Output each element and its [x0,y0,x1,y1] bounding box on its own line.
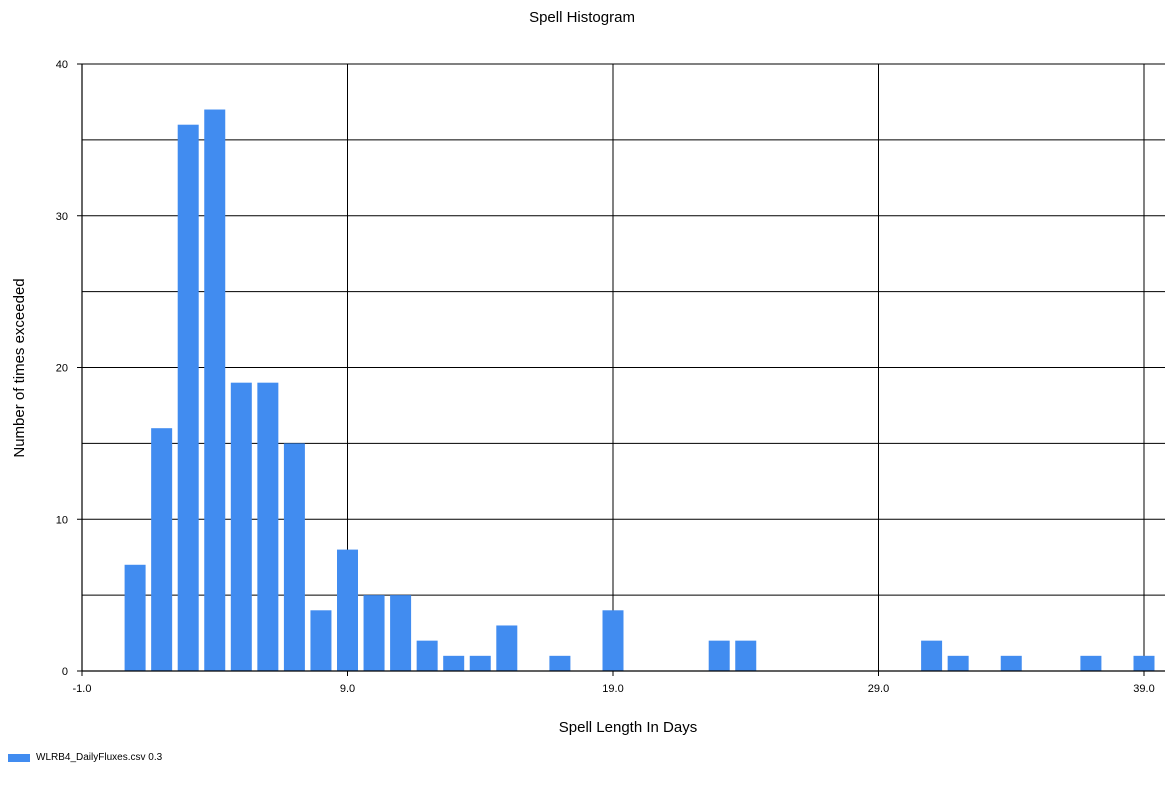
bar [390,595,412,671]
bar [1080,655,1102,671]
legend: WLRB4_DailyFluxes.csv 0.3 [8,752,162,763]
bar [230,382,252,671]
bar [947,655,969,671]
bar [735,640,757,671]
x-tick-label: 19.0 [602,683,623,695]
bar [310,610,332,671]
bar [469,655,491,671]
bar [337,549,358,671]
bar [708,640,730,671]
bar [283,443,305,671]
legend-swatch [8,753,30,762]
bar [151,428,173,671]
bar [496,625,518,671]
bar [204,109,226,671]
chart-title: Spell Histogram [529,9,635,26]
x-tick-label: 39.0 [1133,683,1154,695]
x-tick-label: 29.0 [868,683,889,695]
legend-label: WLRB4_DailyFluxes.csv 0.3 [36,752,163,763]
y-tick-label: 10 [56,514,68,526]
bars [124,109,1155,671]
bar [1133,655,1155,671]
bar [921,640,943,671]
bar [1000,655,1022,671]
y-tick-label: 20 [56,363,68,375]
x-tick-label: 9.0 [340,683,355,695]
bar [602,610,624,671]
tick-labels: 0 10 20 30 40 -1.0 9.0 19.0 29.0 39.0 [56,59,1155,695]
y-tick-label: 30 [56,211,68,223]
y-tick-label: 0 [62,666,68,678]
y-tick-label: 40 [56,59,68,71]
axes [77,63,1165,676]
bar [443,655,465,671]
x-axis-label: Spell Length In Days [559,719,697,736]
y-axis-label: Number of times exceeded [11,278,28,457]
bar [549,655,571,671]
bar [177,124,199,671]
bar [257,382,279,671]
bar [416,640,438,671]
bar [124,564,146,671]
bar [363,595,385,671]
x-tick-label: -1.0 [73,683,92,695]
